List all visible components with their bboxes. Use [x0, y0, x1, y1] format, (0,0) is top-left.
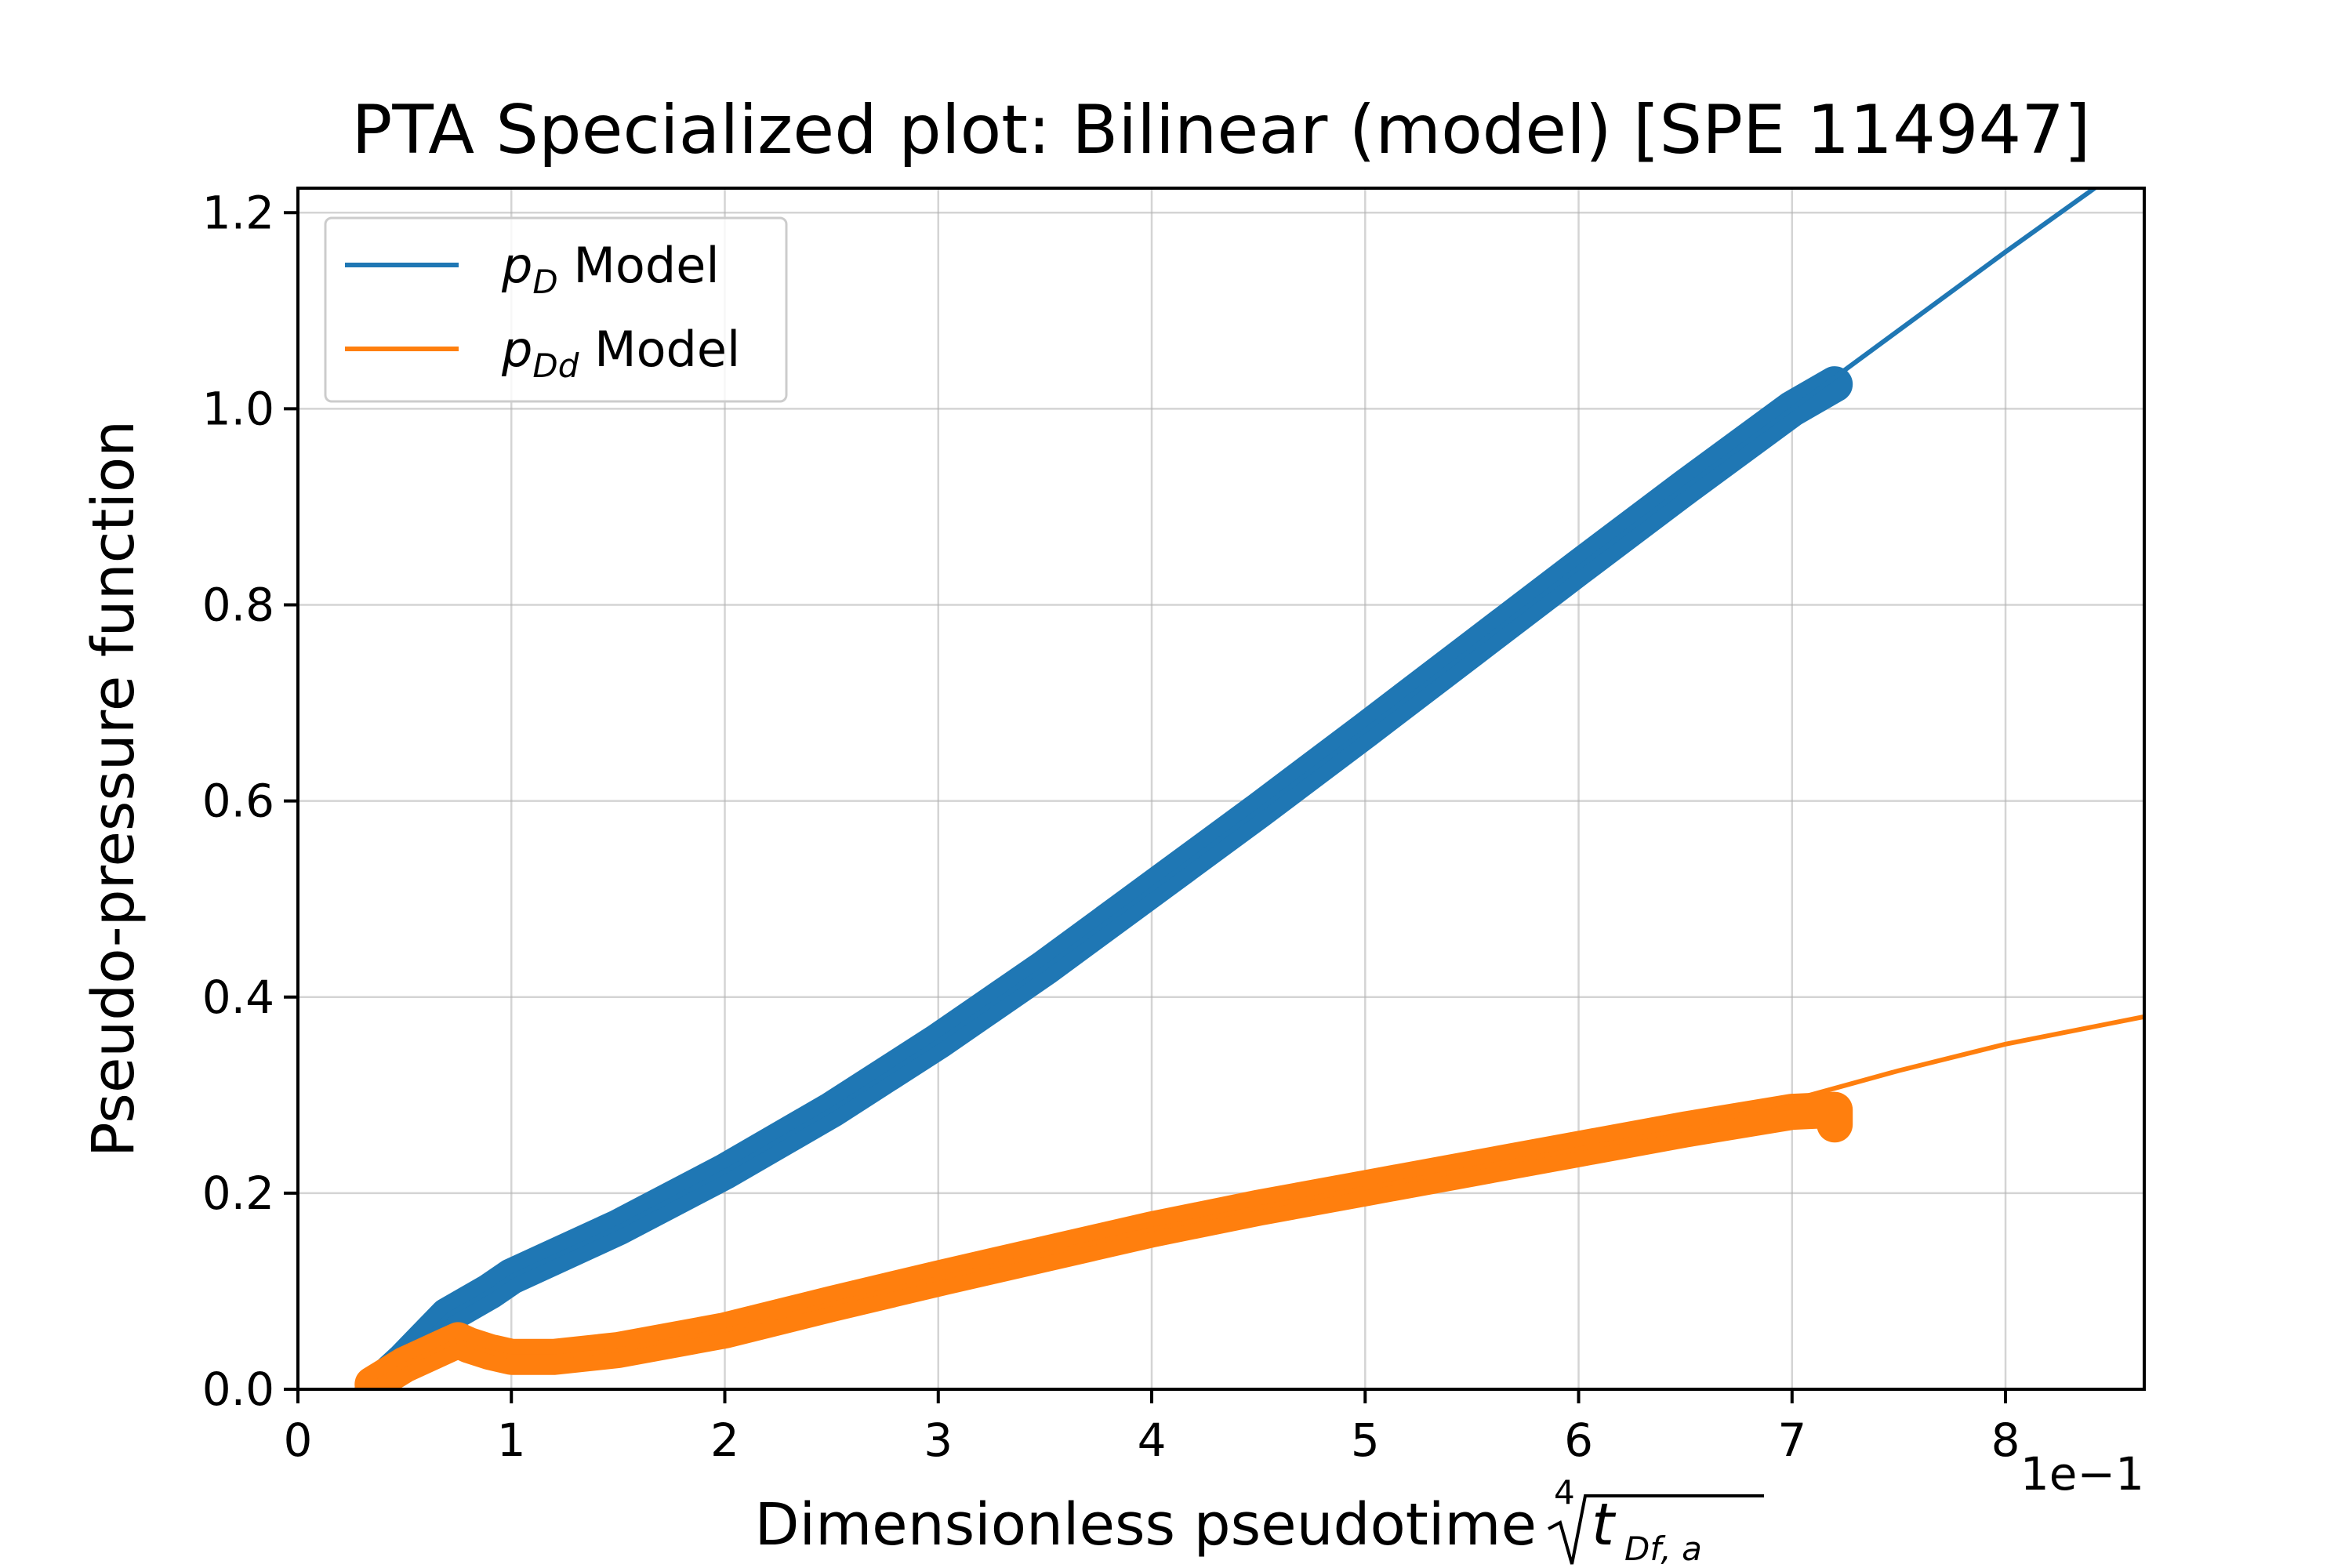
- legend-label-pd: pD Model: [501, 237, 720, 301]
- x-axis-math-subscript: Df, a: [1624, 1530, 1702, 1568]
- y-tick-label-4: 0.8: [202, 579, 274, 632]
- y-tick-label-5: 1.0: [202, 382, 274, 435]
- x-tick-label-6: 6: [1564, 1414, 1593, 1467]
- x-axis-radical-sign: [1548, 1494, 1764, 1565]
- x-tick-label-5: 5: [1351, 1414, 1380, 1467]
- y-tick-label-3: 0.6: [202, 775, 274, 828]
- x-axis-root-index: 4: [1554, 1473, 1575, 1512]
- axes-frame: [296, 187, 2146, 1391]
- y-axis-label: Pseudo-pressure function: [80, 420, 147, 1157]
- legend-label-pdd-rest: Model: [579, 321, 740, 378]
- legend-label-pdd: pDd Model: [501, 321, 740, 385]
- x-axis-offset-label: 1e−1: [2020, 1447, 2144, 1501]
- x-tick-label-4: 4: [1138, 1414, 1167, 1467]
- legend: pD Model pDd Model: [324, 216, 788, 403]
- series-line-0: [371, 188, 2099, 1389]
- y-tick-label-6: 1.2: [202, 186, 274, 239]
- y-tick-label-0: 0.0: [202, 1363, 274, 1416]
- chart-title: PTA Specialized plot: Bilinear (model) […: [352, 91, 2091, 169]
- legend-label-pd-subscript: D: [532, 263, 557, 301]
- legend-label-pdd-symbol: p: [501, 321, 532, 378]
- x-tick-label-7: 7: [1777, 1414, 1806, 1467]
- x-tick-label-3: 3: [924, 1414, 953, 1467]
- legend-label-pdd-subscript: Dd: [532, 347, 579, 385]
- x-axis-math-base: t: [1592, 1491, 1617, 1559]
- series-layer: [354, 188, 2144, 1389]
- series-line-1: [371, 1014, 2144, 1387]
- x-axis-label-group: Dimensionless pseudotime 4 t Df, a: [755, 1473, 1764, 1568]
- x-tick-label-1: 1: [497, 1414, 526, 1467]
- y-tick-label-1: 0.2: [202, 1167, 274, 1220]
- x-axis-label: Dimensionless pseudotime: [755, 1491, 1537, 1559]
- legend-label-pd-symbol: p: [501, 237, 532, 294]
- x-tick-label-8: 8: [1991, 1414, 2020, 1467]
- legend-label-pd-rest: Model: [558, 237, 720, 294]
- y-tick-label-2: 0.4: [202, 971, 274, 1024]
- x-tick-label-0: 0: [284, 1414, 313, 1467]
- x-tick-label-2: 2: [710, 1414, 739, 1467]
